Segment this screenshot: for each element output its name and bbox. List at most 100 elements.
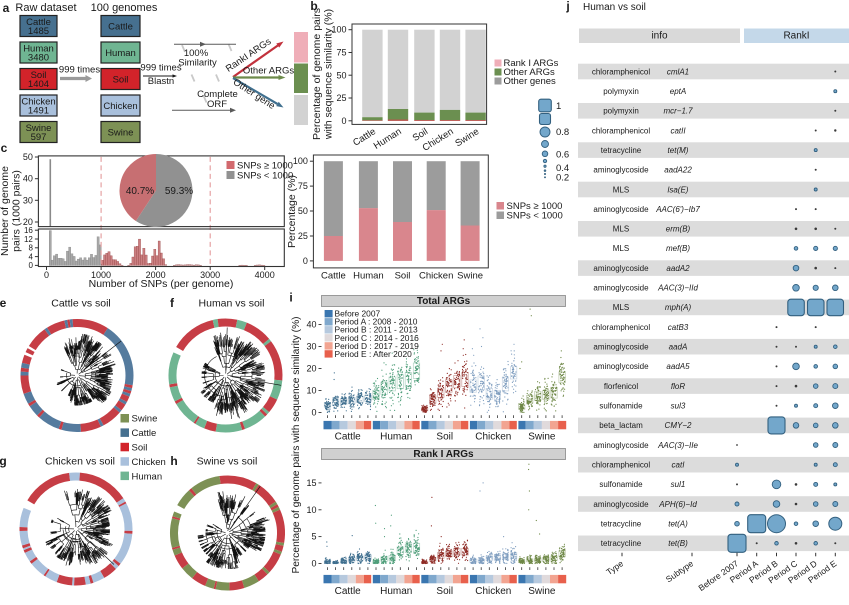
svg-text:Human vs soil: Human vs soil xyxy=(199,298,265,310)
svg-text:j: j xyxy=(565,0,569,13)
svg-text:1404: 1404 xyxy=(28,79,49,90)
svg-text:chloramphenicol: chloramphenicol xyxy=(592,67,650,76)
svg-text:0.2: 0.2 xyxy=(556,173,569,184)
svg-text:0: 0 xyxy=(28,261,33,270)
svg-text:40: 40 xyxy=(306,320,316,330)
svg-text:999 times: 999 times xyxy=(59,65,100,76)
svg-text:15: 15 xyxy=(306,478,316,488)
svg-text:30: 30 xyxy=(23,195,33,205)
svg-text:mcr−1.7: mcr−1.7 xyxy=(663,107,693,116)
svg-text:Swine vs soil: Swine vs soil xyxy=(197,456,258,468)
svg-text:eptA: eptA xyxy=(670,87,686,96)
svg-text:8: 8 xyxy=(28,244,33,253)
svg-text:sul3: sul3 xyxy=(671,402,686,411)
svg-text:catII: catII xyxy=(670,126,686,135)
svg-text:4: 4 xyxy=(28,252,33,261)
svg-text:sul1: sul1 xyxy=(671,480,686,489)
svg-text:chloramphenicol: chloramphenicol xyxy=(592,126,650,135)
svg-text:chloramphenicol: chloramphenicol xyxy=(592,461,650,470)
svg-text:florfenicol: florfenicol xyxy=(604,382,638,391)
svg-text:Human: Human xyxy=(132,471,163,482)
svg-text:Chicken: Chicken xyxy=(103,101,137,112)
svg-text:tetracycline: tetracycline xyxy=(601,146,642,155)
svg-text:beta_lactam: beta_lactam xyxy=(599,421,643,430)
svg-text:aminoglycoside: aminoglycoside xyxy=(593,264,649,273)
svg-text:ORF: ORF xyxy=(207,99,227,110)
svg-text:10: 10 xyxy=(306,505,316,515)
svg-text:Soil: Soil xyxy=(132,443,148,454)
svg-text:Human: Human xyxy=(353,270,384,281)
svg-text:Soil: Soil xyxy=(395,270,411,281)
svg-text:Cattle: Cattle xyxy=(132,428,157,439)
svg-text:59.3%: 59.3% xyxy=(165,186,193,197)
svg-text:0: 0 xyxy=(303,256,308,266)
svg-text:0: 0 xyxy=(311,408,316,418)
svg-text:Swine: Swine xyxy=(528,586,556,597)
svg-text:Other ARGs: Other ARGs xyxy=(243,66,294,77)
svg-text:info: info xyxy=(651,31,668,42)
svg-text:40.7%: 40.7% xyxy=(126,186,154,197)
svg-text:i: i xyxy=(289,291,292,305)
svg-text:AAC(6')−Ib7: AAC(6')−Ib7 xyxy=(655,205,700,214)
svg-text:with sequence similarity (%): with sequence similarity (%) xyxy=(323,9,335,140)
svg-text:RankI: RankI xyxy=(783,31,809,42)
svg-text:597: 597 xyxy=(31,132,47,143)
svg-text:tet(M): tet(M) xyxy=(668,146,689,155)
svg-text:3480: 3480 xyxy=(28,53,49,64)
svg-text:1: 1 xyxy=(556,101,561,112)
svg-text:aadA2: aadA2 xyxy=(666,264,690,273)
svg-text:catI: catI xyxy=(672,461,686,470)
svg-text:Chicken vs soil: Chicken vs soil xyxy=(45,456,115,468)
svg-text:tetracycline: tetracycline xyxy=(601,519,642,528)
svg-text:SNPs < 1000: SNPs < 1000 xyxy=(507,211,563,222)
svg-text:mph(A): mph(A) xyxy=(665,303,692,312)
svg-text:aadA: aadA xyxy=(669,343,688,352)
svg-text:aminoglycoside: aminoglycoside xyxy=(593,362,649,371)
svg-text:c: c xyxy=(1,141,8,155)
svg-text:4000: 4000 xyxy=(255,270,275,280)
svg-text:aminoglycoside: aminoglycoside xyxy=(593,284,649,293)
svg-text:Percentage (%): Percentage (%) xyxy=(286,175,298,248)
svg-text:aminoglycoside: aminoglycoside xyxy=(593,343,649,352)
svg-text:sulfonamide: sulfonamide xyxy=(599,480,643,489)
svg-text:50: 50 xyxy=(23,152,33,162)
svg-text:MLS: MLS xyxy=(613,185,629,194)
svg-text:aminoglycoside: aminoglycoside xyxy=(593,441,649,450)
svg-text:1491: 1491 xyxy=(28,106,49,117)
svg-text:Rank I ARGs: Rank I ARGs xyxy=(413,449,474,460)
svg-text:100 genomes: 100 genomes xyxy=(91,2,158,14)
svg-text:Swine: Swine xyxy=(132,414,158,425)
svg-text:Chicken: Chicken xyxy=(132,457,166,468)
svg-text:Human: Human xyxy=(380,432,412,443)
svg-text:16: 16 xyxy=(24,226,33,235)
svg-text:Total ARGs: Total ARGs xyxy=(417,296,471,307)
svg-text:Number of genome: Number of genome xyxy=(0,166,11,256)
svg-text:Chicken: Chicken xyxy=(419,270,453,281)
svg-text:100: 100 xyxy=(293,156,308,166)
svg-text:25: 25 xyxy=(336,93,346,103)
svg-text:Human: Human xyxy=(380,586,412,597)
svg-text:Blastn: Blastn xyxy=(148,76,174,87)
svg-text:Cattle: Cattle xyxy=(108,22,133,33)
svg-text:Swine: Swine xyxy=(528,432,556,443)
svg-text:MLS: MLS xyxy=(613,225,629,234)
svg-text:Chicken: Chicken xyxy=(475,586,511,597)
svg-text:Percentage of genome pairs: Percentage of genome pairs xyxy=(311,8,323,140)
svg-text:AAC(3)−IIe: AAC(3)−IIe xyxy=(657,441,698,450)
svg-text:Soil: Soil xyxy=(436,432,453,443)
svg-text:Soil: Soil xyxy=(113,75,129,86)
svg-text:Swine: Swine xyxy=(457,270,483,281)
svg-text:aminoglycoside: aminoglycoside xyxy=(593,166,649,175)
svg-text:10: 10 xyxy=(306,386,316,396)
svg-text:Raw dataset: Raw dataset xyxy=(15,2,76,14)
svg-text:aadA5: aadA5 xyxy=(666,362,690,371)
svg-text:0: 0 xyxy=(341,116,346,126)
svg-text:a: a xyxy=(3,1,10,15)
svg-text:50: 50 xyxy=(298,206,308,216)
svg-text:aminoglycoside: aminoglycoside xyxy=(593,205,649,214)
svg-text:h: h xyxy=(170,454,177,468)
svg-text:erm(B): erm(B) xyxy=(666,225,691,234)
svg-text:Cattle: Cattle xyxy=(321,270,346,281)
svg-text:0.6: 0.6 xyxy=(556,150,569,161)
svg-text:polymyxin: polymyxin xyxy=(603,107,639,116)
